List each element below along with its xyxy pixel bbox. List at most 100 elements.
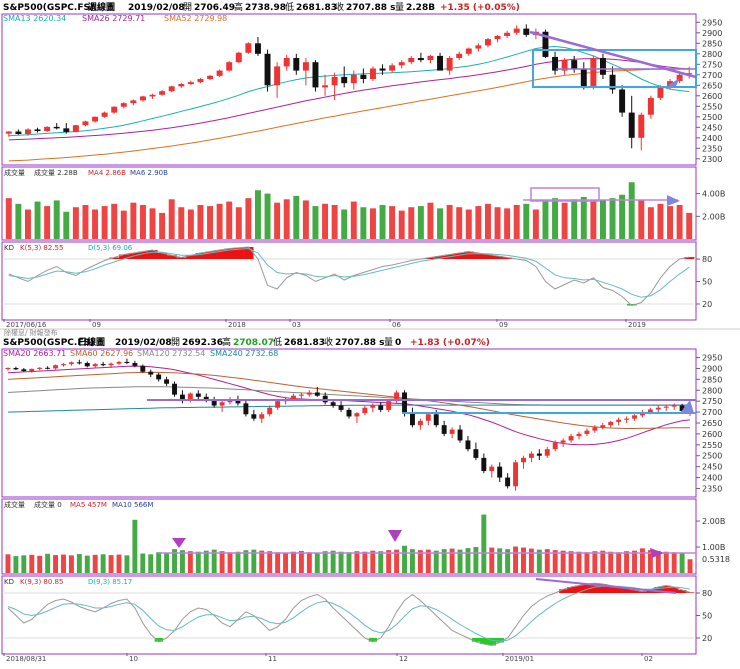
weekly-kd-plot [4,246,695,307]
volume-bar-down [628,182,635,239]
volume-bar-up [5,198,12,239]
candle-down [580,68,587,88]
kd-overbought-fill [224,248,235,259]
candle-up [608,421,614,426]
daily-change: +1.83 (+0.07%) [410,338,490,348]
volume-bar-up [608,551,614,573]
volume-bar-up [427,202,434,239]
candle-up [291,395,296,399]
candle-up [274,66,281,86]
kd-overbought-fill [454,253,465,259]
volume-bar-up [226,201,233,239]
kd-overbought-fill [638,591,647,593]
volume-bar-up [369,208,376,239]
daily-low: 2681.83 [284,338,325,348]
candle-down [235,399,241,404]
volume-bar-down [679,552,685,573]
candle-up [298,394,304,396]
volume-bar-up [322,203,329,239]
candle-up [521,457,526,463]
candle-down [523,28,530,35]
candle-up [108,363,114,366]
candle-down [179,394,185,399]
kd-overbought-fill [243,247,254,259]
candle-down [552,56,559,71]
volume-bar-up [44,206,51,239]
candle-up [207,75,214,79]
candle-down [609,74,616,90]
weekly-price-plot [5,24,693,162]
volume-bar-up [370,550,376,573]
daily-volume-frame [1,498,697,575]
volume-bar-down [523,203,530,239]
date-label: 2019 [628,321,646,329]
candle-up [306,392,312,395]
ma-line-sma120 [7,386,690,406]
date-label: 03 [292,321,301,329]
kd-tick-label: 80 [702,255,712,264]
volume-bar-up [29,554,35,573]
candle-up [275,401,281,408]
candle-down [409,412,415,426]
volume-bar-up [592,551,598,573]
volume-bar-up [686,212,693,239]
candle-up [398,62,405,66]
daily-kd-title: KD [4,578,14,586]
price-tick-label: 2450 [702,463,722,472]
volume-bar-up [552,550,558,573]
volume-bar-down [619,194,626,239]
kd-overbought-fill [157,253,168,259]
kd-overbought-fill [567,587,576,593]
candle-down [465,440,471,450]
candle-down [211,400,217,406]
candle-up [484,39,491,46]
volume-bar-up [408,207,415,239]
candle-down [330,402,336,406]
candle-down [13,368,19,370]
candle-down [140,365,146,372]
candle-up [362,407,368,414]
weekly-kd-frame [1,241,697,321]
candle-up [219,402,225,406]
candle-up [331,76,338,86]
candle-up [386,401,392,410]
kd-overbought-fill [119,254,129,259]
volume-bar-up [275,552,281,573]
candle-up [120,103,127,107]
kd-overbought-fill [582,584,592,593]
volume-bar-up [647,207,654,239]
volume-bar-down [34,201,41,239]
daily-volume: 0 [395,338,401,348]
volume-bar-up [298,550,304,573]
candle-down [402,392,407,413]
kd-overbought-fill [502,257,513,259]
candle-down [417,58,424,61]
volume-bar-down [156,552,162,573]
weekly-volume-plot [5,182,693,239]
volume-bar-down [481,514,487,573]
kd-overbought-fill [630,590,639,593]
candle-up [568,436,574,441]
volume-bar-down [542,200,549,239]
date-label: 2018 [228,321,246,329]
volume-bar-up [92,554,98,573]
volume-bar-down [536,549,542,573]
candle-up [489,466,495,471]
kd-overbought-fill [590,583,600,593]
volume-bar-down [15,203,22,239]
weekly-date: 2019/02/08 [128,3,185,13]
candle-down [21,369,27,372]
kd-overbought-fill [670,587,679,593]
volume-bar-down [609,198,616,239]
volume-bar-up [267,551,273,573]
volume-bar-up [667,206,674,239]
candle-down [45,367,51,369]
candle-down [124,361,130,363]
candle-down [481,457,487,471]
volume-bar-up [92,209,99,239]
weekly-arrow-up [668,78,680,88]
volume-bar-up [446,204,453,239]
daily-sma240-legend: SMA240 2732.68 [210,349,278,358]
